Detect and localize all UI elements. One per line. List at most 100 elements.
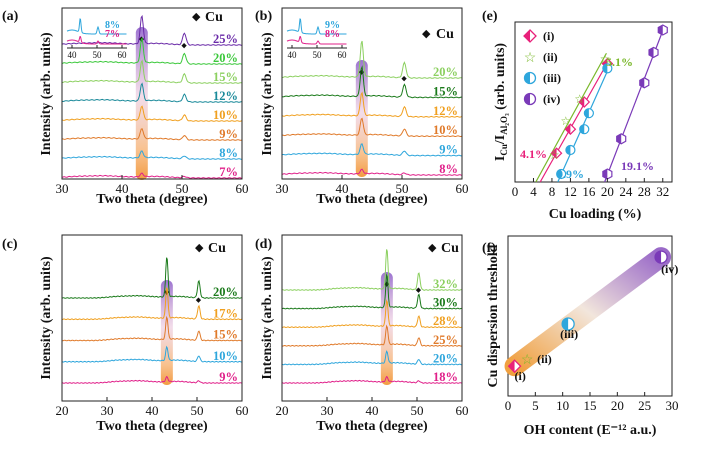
xrd-trace: [281, 273, 462, 310]
inset-tick-label: 40: [288, 50, 298, 60]
xrd-trace: [61, 150, 242, 160]
xrd-trace: [281, 375, 462, 384]
cu-peak-highlight: [135, 27, 148, 180]
x-ticks: 30 40 50 60: [56, 175, 249, 196]
xrd-trace: [61, 315, 242, 342]
x-tick-label: 0: [505, 398, 512, 413]
xrd-trace: [61, 14, 242, 46]
legend-label: Cu: [441, 241, 459, 256]
inset-tick-label: 50: [93, 50, 103, 60]
xrd-trace: [281, 249, 462, 291]
y-axis-label: Cu dispersion threshold: [486, 244, 501, 387]
xrd-trace: [281, 65, 462, 99]
xrd-traces: [61, 257, 242, 384]
x-tick-label: 12: [564, 184, 577, 199]
series-label: 10%: [433, 123, 458, 137]
x-tick-label: 50: [176, 181, 189, 196]
inset-series-label: 8%: [105, 20, 120, 31]
legend-diamond-fill: [524, 30, 530, 42]
series-label: 25%: [433, 333, 458, 347]
hexagon-marker-fill: [655, 251, 662, 264]
x-tick-label: 20: [276, 403, 289, 418]
star-marker: ☆: [549, 148, 560, 162]
series-label: 30%: [433, 296, 458, 310]
plot-frame: [61, 7, 243, 180]
cu-peak-highlight: [380, 272, 393, 385]
series-label: 9%: [219, 127, 238, 141]
cu-200-diamond-icon: ◆: [181, 41, 187, 49]
legend-hexagon-fill: [524, 93, 530, 105]
inset-plot: 40 50 60 8%7%: [66, 18, 128, 60]
cu-111-diamond-icon: ◆: [384, 280, 390, 288]
legend-label: (i): [543, 29, 554, 43]
series-labels: 7% 8% 9% 10% 12% 15% 20% 25%: [213, 32, 238, 179]
x-tick-label: 16: [582, 184, 596, 199]
x-tick-label: 5: [532, 398, 539, 413]
x-tick-label: 0: [512, 184, 519, 199]
circle-marker-fill: [579, 124, 585, 134]
inset-tick-label: 40: [68, 50, 78, 60]
inset-trace: [66, 36, 127, 45]
series-label: 28%: [433, 314, 458, 328]
star-marker: ☆: [574, 92, 585, 106]
cu-200-diamond-icon: ◆: [401, 75, 407, 83]
circle-marker-fill: [584, 108, 589, 118]
xrd-trace: [62, 59, 243, 84]
trend-band: [504, 247, 672, 377]
xrd-trace: [282, 40, 463, 79]
x-tick-label: 15: [584, 398, 597, 413]
series-label: 7%: [219, 165, 238, 179]
legend: ◆ Cu: [422, 27, 454, 42]
xrd-trace: [281, 168, 463, 176]
x-tick-label: 32: [656, 184, 669, 199]
series-labels: 18% 20% 25% 28% 30% 32%: [433, 277, 458, 384]
series-label: 25%: [213, 32, 238, 46]
series-label: 9%: [439, 143, 458, 157]
diamond-icon: ◆: [428, 242, 437, 254]
x-tick-label: 30: [101, 403, 114, 418]
point-label: (i): [515, 369, 526, 383]
legend: (i) ☆ (ii) (iii) (iv): [523, 29, 561, 106]
x-tick-label: 20: [601, 184, 614, 199]
inset-tick-label: 60: [338, 50, 348, 60]
xrd-trace: [281, 299, 462, 329]
inset-trace: [286, 18, 347, 35]
y-axis-label: Intensity (arb. units): [39, 256, 54, 380]
x-tick-label: 60: [236, 181, 249, 196]
xrd-traces: [281, 40, 463, 176]
data-points: ☆: [507, 250, 668, 374]
panel-f: ☆ 0 5 10 15 20 25 30 (i) (ii) (iii) (iv) (f) OH c…: [482, 235, 679, 438]
x-tick-label: 50: [411, 403, 424, 418]
intercept-label: 19.1%: [621, 159, 654, 173]
inset-tick-label: 50: [313, 50, 323, 60]
inset-trace: [66, 18, 127, 35]
x-tick-label: 30: [276, 181, 289, 196]
xrd-trace: [61, 257, 242, 299]
star-marker: ☆: [521, 353, 534, 368]
star-marker: ☆: [560, 114, 571, 128]
cu-200-diamond-icon: ◆: [416, 286, 422, 294]
panel-label: (c): [2, 237, 18, 252]
inset-tick-label: 60: [118, 50, 128, 60]
series-label: 20%: [433, 65, 458, 79]
x-ticks: 0 5 10 15 20 25 30: [505, 392, 679, 413]
series-label: 20%: [213, 285, 238, 299]
inset-series-label: 9%: [325, 20, 340, 31]
xrd-trace: [281, 91, 463, 118]
series-label: 10%: [213, 349, 238, 363]
series-label: 10%: [213, 108, 238, 122]
series-label: 15%: [213, 328, 238, 342]
point-labels: (i) (ii) (iii) (iv): [515, 262, 679, 383]
y-axis-label: ICu/IAl₂O₃ (arb. units): [493, 43, 509, 161]
legend-label: Cu: [436, 27, 454, 42]
circle-marker-fill: [602, 63, 608, 73]
legend-label: Cu: [205, 10, 223, 25]
legend-label: Cu: [208, 241, 226, 256]
x-tick-label: 30: [321, 403, 334, 418]
x-tick-label: 20: [611, 398, 624, 413]
cu-200-diamond-icon: ◆: [196, 296, 202, 304]
x-tick-label: 50: [396, 181, 409, 196]
circle-marker-fill: [556, 169, 562, 179]
diamond-marker-fill: [508, 360, 515, 373]
x-axis-label: Two theta (degree): [96, 192, 208, 207]
